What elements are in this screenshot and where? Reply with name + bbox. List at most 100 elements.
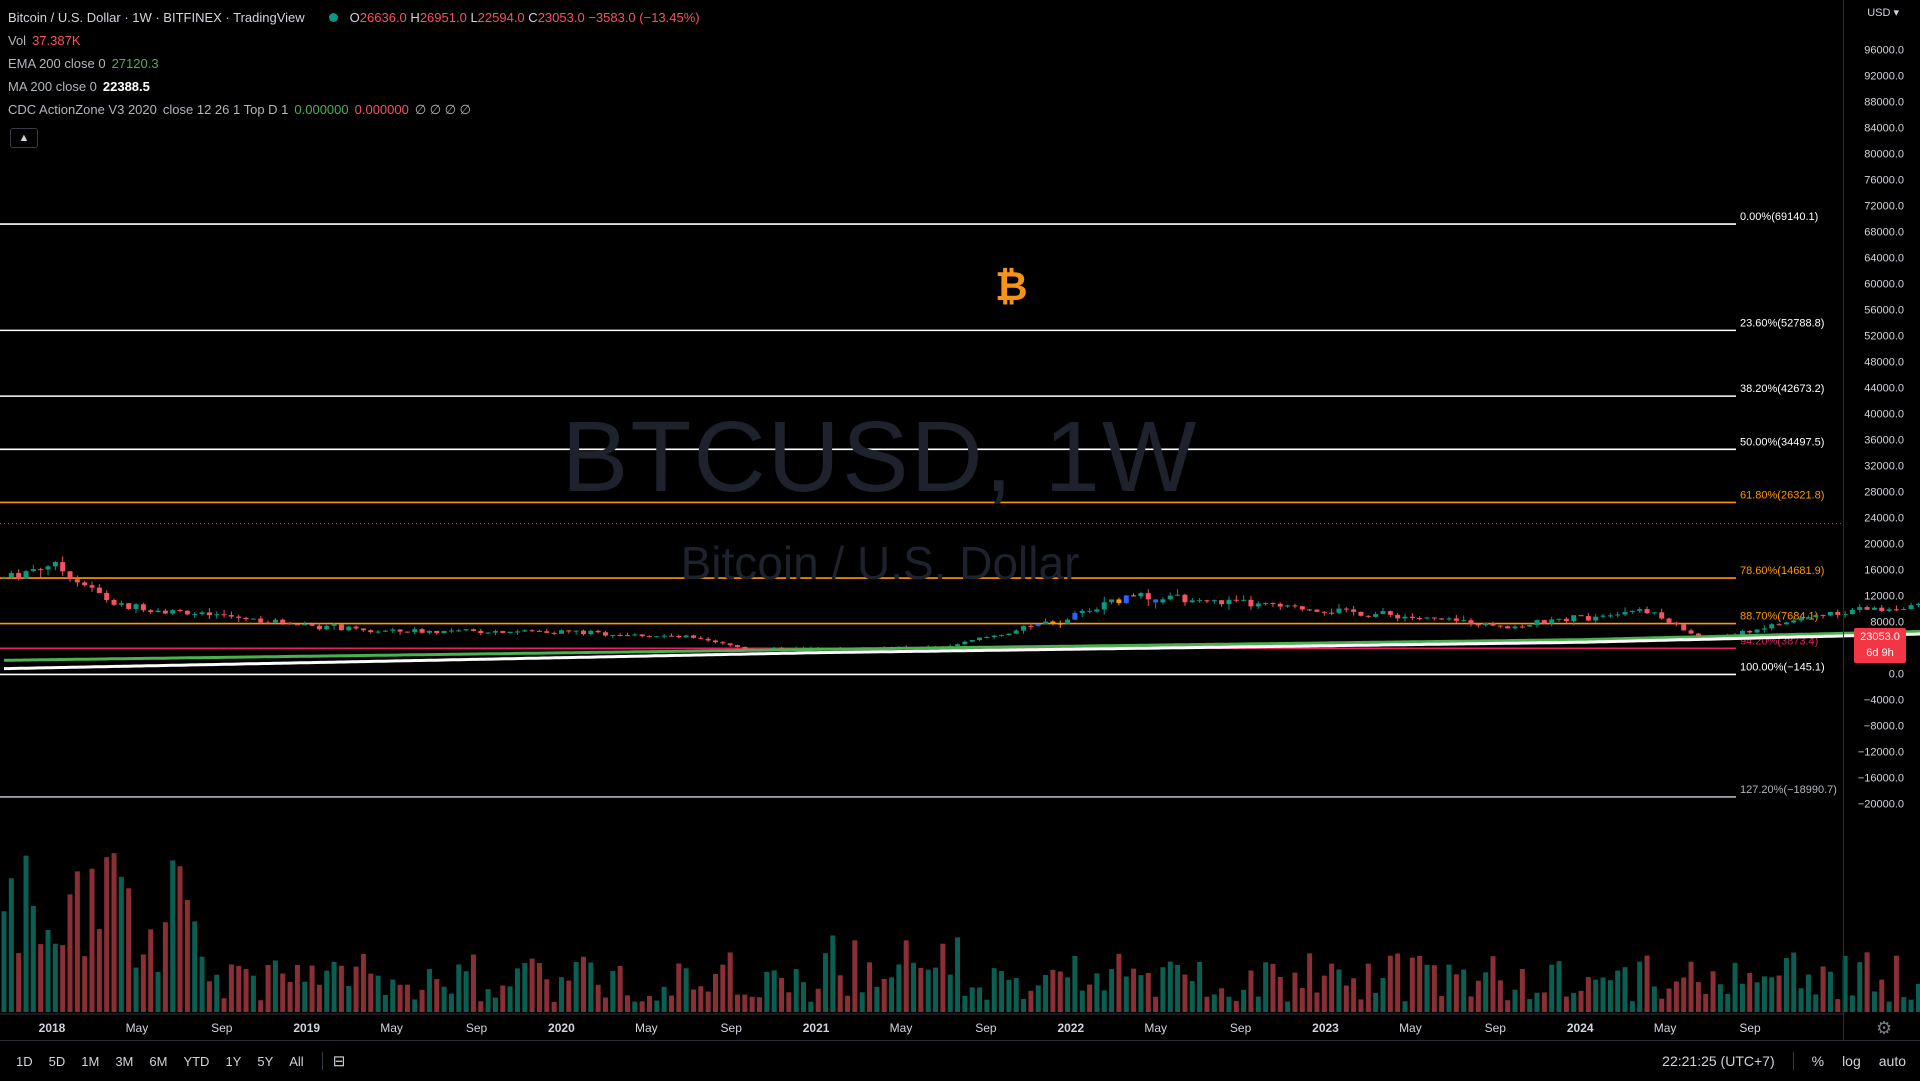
volume-bar [977,987,983,1012]
volume-bar [507,986,513,1012]
price-tick-label: −20000.0 [1858,799,1904,811]
percent-toggle[interactable]: % [1811,1053,1825,1069]
candle-body [1189,600,1195,603]
candle-body [1204,600,1210,602]
candle-body [1373,614,1379,617]
volume-bar [771,970,777,1012]
volume-bar [632,1001,638,1012]
volume-bar [111,853,117,1012]
candle-body [1013,630,1019,634]
volume-bar [1534,992,1540,1012]
candle-body [1094,609,1100,612]
candle-body [441,630,447,634]
timeframe-6m[interactable]: 6M [149,1053,168,1069]
candle-body [1006,633,1012,636]
volume-bar [1571,992,1577,1012]
volume-bar [1842,955,1848,1012]
candle-body [1534,620,1540,626]
price-tick-label: 16000.0 [1864,565,1904,577]
volume-bar [1600,977,1606,1012]
candle-body [1490,622,1496,626]
candle-body [170,610,176,614]
timeframe-all[interactable]: All [289,1053,304,1069]
volume-bar [1006,979,1012,1012]
timeframe-3m[interactable]: 3M [115,1053,134,1069]
timeframe-5y[interactable]: 5Y [257,1053,274,1069]
candle-body [955,644,961,647]
timeframe-1m[interactable]: 1M [81,1053,100,1069]
ma-legend[interactable]: MA 200 close 0 22388.5 [8,79,150,94]
cdc-legend[interactable]: CDC ActionZone V3 2020 close 12 26 1 Top… [8,102,471,117]
volume-bar [1717,984,1723,1012]
date-range-icon[interactable]: ⊟ [332,1053,346,1070]
timeframe-1y[interactable]: 1Y [225,1053,242,1069]
volume-bar [1783,958,1789,1012]
timeframe-1d[interactable]: 1D [16,1053,33,1069]
candle-body [258,618,264,623]
volume-bar [1754,982,1760,1012]
main-chart[interactable]: 0.00%(69140.1) 23.60%(52788.8) 38.20%(4267… [0,0,1920,1040]
timeframe-ytd[interactable]: YTD [183,1053,210,1069]
candle-body [1666,618,1672,623]
volume-bar [258,1000,264,1012]
volume-bar [801,982,807,1012]
volume-bar [573,962,579,1012]
candle-body [1527,625,1533,627]
price-axis[interactable]: USD ▾ [1843,0,1920,1040]
volume-bar [1461,969,1467,1012]
candle-body [712,640,718,643]
candle-body [1915,603,1920,606]
auto-toggle[interactable]: auto [1878,1053,1906,1069]
collapse-legend-button[interactable]: ▲ [10,128,38,148]
log-toggle[interactable]: log [1842,1053,1861,1069]
ema-200-line [3,629,1920,662]
volume-bar [30,905,36,1012]
timeframe-5d[interactable]: 5D [48,1053,66,1069]
candle-body [1659,612,1665,619]
volume-bar [588,962,594,1012]
vol-legend[interactable]: Vol 37.387K [8,33,81,48]
volume-bar [456,964,462,1012]
volume-bar [757,997,763,1012]
volume-bar [287,981,293,1012]
fib-level-label: 61.80%(26321.8) [1740,489,1824,501]
volume-bar [1527,999,1533,1012]
currency-selector[interactable]: USD ▾ [1867,7,1899,19]
candle-body [544,631,550,633]
candle-body [148,610,154,613]
volume-bar [1409,957,1415,1012]
volume-bar [918,967,924,1012]
volume-bar [1211,994,1217,1012]
volume-bar [470,954,476,1012]
volume-bar [1043,974,1049,1012]
candle-body [1461,620,1467,622]
volume-bar [316,984,322,1012]
volume-bar [1116,953,1122,1012]
symbol-title[interactable]: Bitcoin / U.S. Dollar · 1W · BITFINEX · … [8,10,305,25]
clock[interactable]: 22:21:25 (UTC+7) [1662,1053,1775,1069]
volume-bar [1827,971,1833,1012]
candle-body [1409,616,1415,618]
symbol-row[interactable]: Bitcoin / U.S. Dollar · 1W · BITFINEX · … [8,6,700,29]
volume-bar [390,979,396,1012]
time-tick-label: May [635,1021,658,1035]
candle-body [1893,609,1899,611]
candle-body [1079,610,1085,613]
candle-body [1336,608,1342,613]
candle-body [1233,599,1239,601]
candle-body [419,629,425,633]
time-tick-label: 2018 [39,1021,66,1035]
volume-bar [463,971,469,1012]
volume-bar [793,969,799,1012]
volume-bar [947,974,953,1012]
volume-bar [397,984,403,1012]
volume-bar [67,894,73,1012]
candle-body [1226,599,1232,605]
volume-bar [1167,961,1173,1012]
time-tick-label: May [126,1021,149,1035]
volume-bar [1578,990,1584,1012]
volume-bar [1901,997,1907,1012]
ema-legend[interactable]: EMA 200 close 0 27120.3 [8,56,159,71]
gear-icon[interactable]: ⚙ [1876,1018,1893,1038]
volume-bar [214,974,220,1012]
